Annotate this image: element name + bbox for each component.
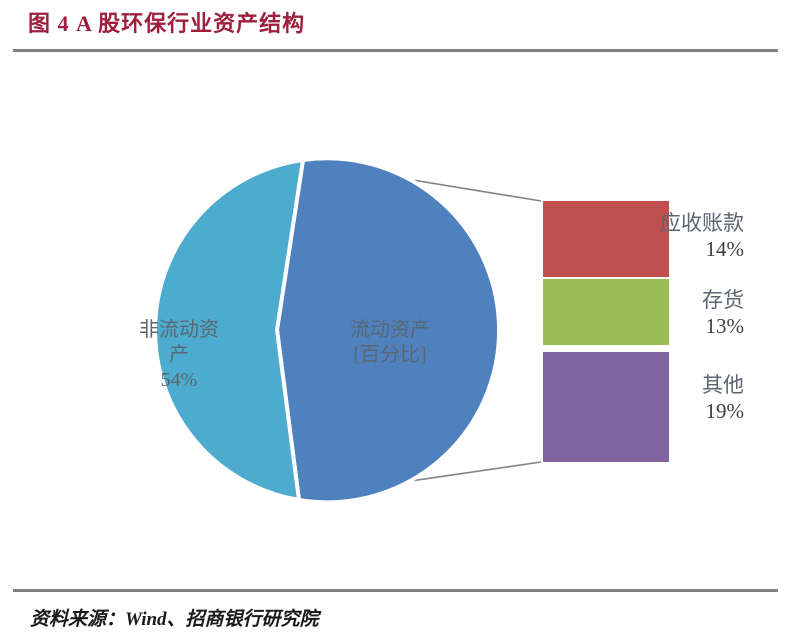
- title-divider: [13, 49, 778, 52]
- bar-of-pie-chart: [153, 156, 669, 505]
- bar-segment-inventory[interactable]: [543, 279, 669, 345]
- figure-area: 非流动资 产 54% 流动资产 [百分比] 应收账款 14% 存货 13% 其他…: [0, 56, 796, 584]
- pie-group: [153, 156, 502, 505]
- source-divider: [13, 589, 778, 592]
- bar-segment-receivables[interactable]: [543, 201, 669, 277]
- bar-stack-group: [543, 201, 669, 462]
- pie-slice-noncurrent-assets[interactable]: [274, 156, 502, 505]
- pie-slice-current-assets[interactable]: [153, 157, 306, 503]
- page-title: 图 4 A 股环保行业资产结构: [28, 11, 306, 36]
- source-note: 资料来源：Wind、招商银行研究院: [30, 609, 319, 630]
- bar-segment-other[interactable]: [543, 352, 669, 462]
